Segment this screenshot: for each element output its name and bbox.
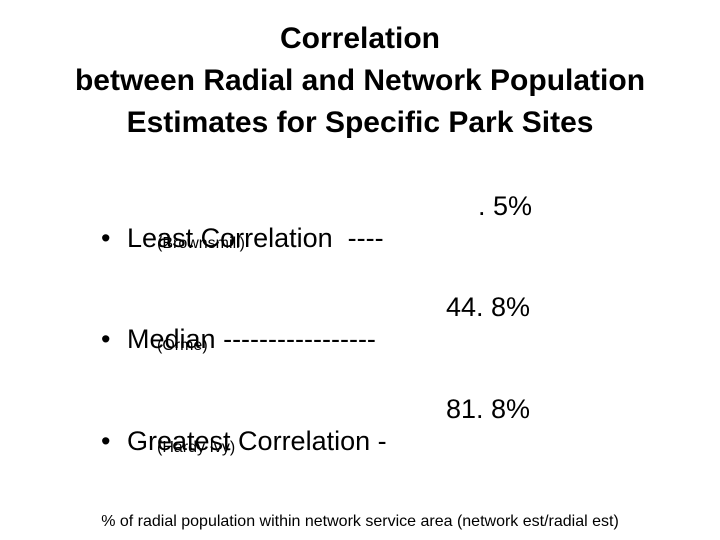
slide-title: Correlation between Radial and Network P… — [0, 18, 720, 144]
bullet-value: 81. 8% — [446, 394, 531, 424]
footnote: % of radial population within network se… — [101, 513, 619, 530]
title-line-1: Correlation — [279, 22, 441, 55]
site-name-brownsmill: (Brownsmill) — [157, 235, 245, 252]
bullet-marker: • — [101, 223, 111, 253]
bullet-label: Greatest Correlation - — [127, 426, 387, 456]
bullet-median: • Median ----------------- 44. 8% — [86, 291, 530, 387]
bullet-value: . 5% — [478, 191, 533, 221]
bullet-marker: • — [101, 324, 111, 354]
bullet-label: Median ----------------- — [127, 324, 376, 354]
bullet-marker: • — [101, 426, 111, 456]
bullet-least-correlation: • Least Correlation ---- . 5% — [86, 190, 532, 286]
bullet-value: 44. 8% — [446, 292, 531, 322]
bullet-label: Least Correlation ---- — [127, 223, 384, 253]
bullet-greatest-correlation: • Greatest Correlation - 81. 8% — [86, 393, 530, 489]
title-line-2: between Radial and Network Population — [74, 64, 646, 97]
site-name-hardy-ivy: (Hardy Ivy) — [157, 439, 236, 456]
site-name-orme: (Orme) — [157, 337, 208, 354]
title-line-3: Estimates for Specific Park Sites — [126, 106, 594, 139]
